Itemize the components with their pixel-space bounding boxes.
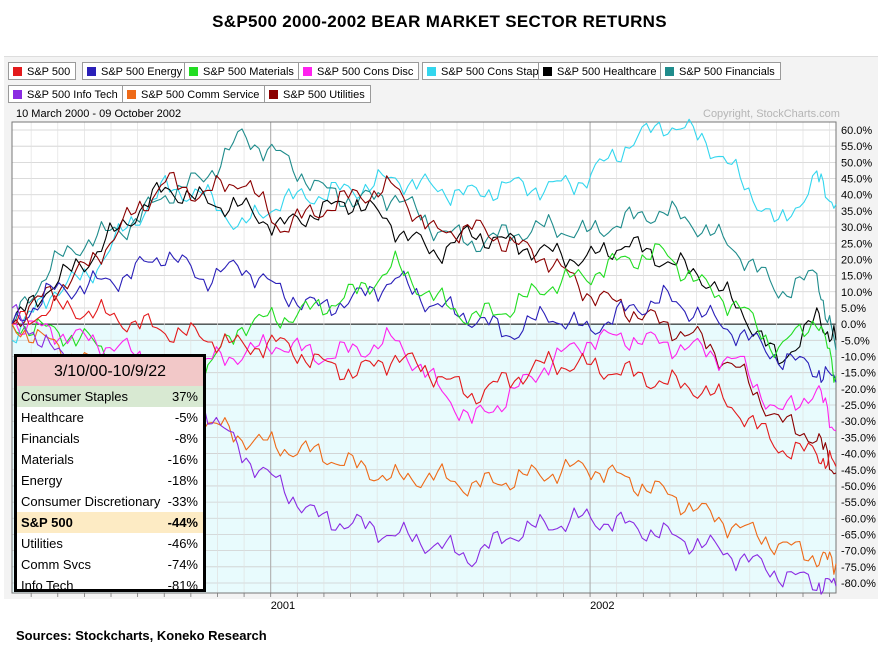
table-row-label: Consumer Staples xyxy=(21,389,128,404)
y-tick-label: -55.0% xyxy=(841,497,876,509)
legend-item-energy[interactable]: S&P 500 Energy xyxy=(82,62,189,80)
y-tick-label: 5.0% xyxy=(841,303,866,315)
legend-item-cons-stap[interactable]: S&P 500 Cons Stap xyxy=(422,62,545,80)
series-line-sp-500-energy xyxy=(11,251,837,383)
table-row-value: 37% xyxy=(171,389,198,404)
table-row-value: -44% xyxy=(167,515,198,530)
table-row-value: -16% xyxy=(167,452,198,467)
table-row: Materials -16% xyxy=(17,449,203,470)
table-row-label: Healthcare xyxy=(21,410,84,425)
legend-swatch-energy xyxy=(87,67,96,76)
plot-area-upper xyxy=(12,122,836,325)
legend-swatch-cons-disc xyxy=(303,67,312,76)
y-tick-label: 20.0% xyxy=(841,254,872,266)
y-tick-label: -40.0% xyxy=(841,449,876,461)
y-tick-label: 40.0% xyxy=(841,190,872,202)
y-tick-label: 10.0% xyxy=(841,287,872,299)
legend-swatch-sp500 xyxy=(13,67,22,76)
y-tick-label: 15.0% xyxy=(841,271,872,283)
y-tick-label: -50.0% xyxy=(841,481,876,493)
y-tick-label: 45.0% xyxy=(841,174,872,186)
y-tick-label: 25.0% xyxy=(841,238,872,250)
legend-swatch-utilities xyxy=(269,90,278,99)
legend-swatch-materials xyxy=(189,67,198,76)
table-row-label: Energy xyxy=(21,473,63,488)
x-tick-label: 2002 xyxy=(590,600,614,612)
table-row: Utilities -46% xyxy=(17,533,203,554)
table-row-value: -33% xyxy=(167,494,198,509)
sources-note: Sources: Stockcharts, Koneko Research xyxy=(16,628,267,643)
y-tick-label: -20.0% xyxy=(841,384,876,396)
table-row-label: Financials xyxy=(21,431,80,446)
y-tick-label: -25.0% xyxy=(841,400,876,412)
table-row-value: -46% xyxy=(167,536,198,551)
y-tick-label: -65.0% xyxy=(841,529,876,541)
table-row: S&P 500 -44% xyxy=(17,512,203,533)
date-range: 10 March 2000 - 09 October 2002 xyxy=(16,108,182,120)
y-tick-label: -70.0% xyxy=(841,546,876,558)
legend-item-sp500[interactable]: S&P 500 xyxy=(8,62,77,80)
table-row-value: -8% xyxy=(174,431,198,446)
legend-item-info-tech[interactable]: S&P 500 Info Tech xyxy=(8,85,124,103)
y-tick-label: 50.0% xyxy=(841,157,872,169)
legend-item-materials[interactable]: S&P 500 Materials xyxy=(184,62,300,80)
table-row-label: Utilities xyxy=(21,536,63,551)
x-tick-label: 2001 xyxy=(271,600,295,612)
table-row: Healthcare -5% xyxy=(17,407,203,428)
series-line-sp-500-healthcare xyxy=(11,181,837,365)
table-row: Consumer Discretionary -33% xyxy=(17,491,203,512)
copyright: Copyright, StockCharts.com xyxy=(703,108,840,120)
series-line-sp-500-financials xyxy=(11,128,837,351)
y-tick-label: -30.0% xyxy=(841,416,876,428)
table-row-label: Materials xyxy=(21,452,74,467)
table-row: Comm Svcs -74% xyxy=(17,554,203,575)
table-row: Info Tech -81% xyxy=(17,575,203,596)
y-tick-label: 55.0% xyxy=(841,141,872,153)
table-row-value: -81% xyxy=(167,578,198,593)
y-tick-label: -10.0% xyxy=(841,352,876,364)
table-row-value: -18% xyxy=(167,473,198,488)
table-row: Energy -18% xyxy=(17,470,203,491)
plot-border xyxy=(11,121,837,594)
legend-swatch-cons-stap xyxy=(427,67,436,76)
y-tick-label: 35.0% xyxy=(841,206,872,218)
y-tick-label: -5.0% xyxy=(841,335,870,347)
table-row-value: -74% xyxy=(167,557,198,572)
y-tick-label: 60.0% xyxy=(841,125,872,137)
y-tick-label: -15.0% xyxy=(841,368,876,380)
table-row: Consumer Staples 37% xyxy=(17,386,203,407)
y-tick-label: 30.0% xyxy=(841,222,872,234)
legend-item-cons-disc[interactable]: S&P 500 Cons Disc xyxy=(298,62,420,80)
table-row-label: Info Tech xyxy=(21,578,74,593)
returns-table-title: 3/10/00-10/9/22 xyxy=(17,357,203,386)
legend-item-financials[interactable]: S&P 500 Financials xyxy=(660,62,781,80)
y-tick-label: -60.0% xyxy=(841,513,876,525)
legend-swatch-financials xyxy=(665,67,674,76)
chart-title: S&P500 2000-2002 BEAR MARKET SECTOR RETU… xyxy=(212,12,667,31)
legend-item-utilities[interactable]: S&P 500 Utilities xyxy=(264,85,371,103)
y-tick-label: -80.0% xyxy=(841,578,876,590)
returns-table: 3/10/00-10/9/22 Consumer Staples 37% Heal… xyxy=(14,354,206,593)
legend-item-healthcare[interactable]: S&P 500 Healthcare xyxy=(538,62,663,80)
y-tick-label: -75.0% xyxy=(841,562,876,574)
table-row-label: Comm Svcs xyxy=(21,557,92,572)
series-line-sp-500 xyxy=(11,294,837,469)
y-tick-label: -35.0% xyxy=(841,432,876,444)
legend-swatch-info-tech xyxy=(13,90,22,99)
table-row-label: S&P 500 xyxy=(21,515,73,530)
table-row: Financials -8% xyxy=(17,428,203,449)
table-row-label: Consumer Discretionary xyxy=(21,494,161,509)
legend-item-comm-service[interactable]: S&P 500 Comm Service xyxy=(122,85,266,103)
y-tick-label: 0.0% xyxy=(841,319,866,331)
series-line-sp-500-utilities xyxy=(11,171,837,475)
table-row-value: -5% xyxy=(174,410,198,425)
legend-swatch-comm-service xyxy=(127,90,136,99)
y-tick-label: -45.0% xyxy=(841,465,876,477)
legend-swatch-healthcare xyxy=(543,67,552,76)
